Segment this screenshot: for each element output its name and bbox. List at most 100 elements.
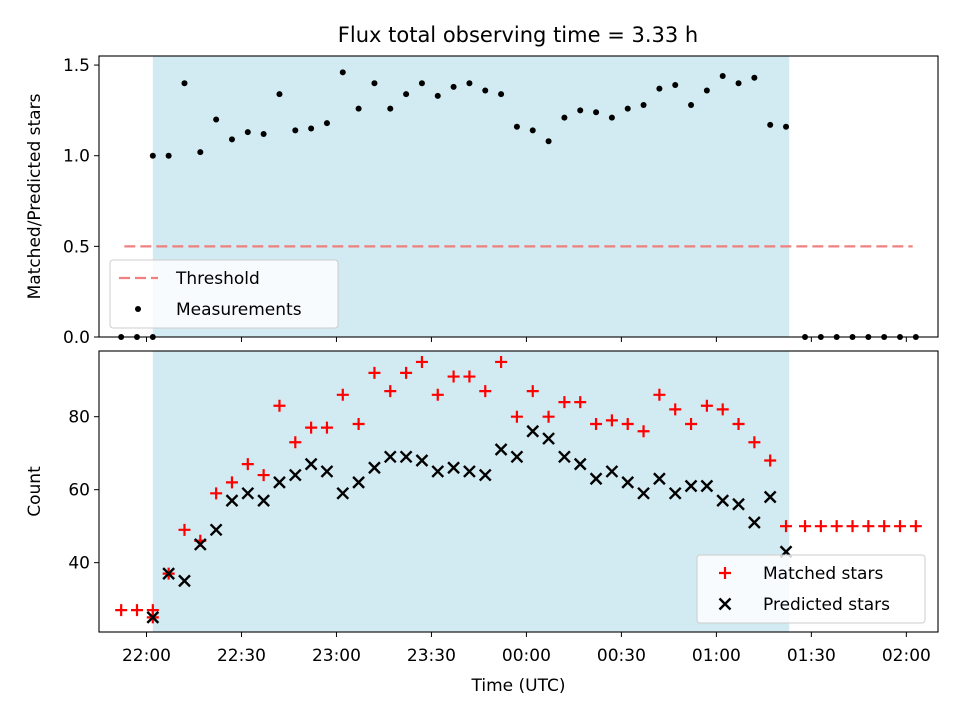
legend-box xyxy=(696,554,926,624)
data-point xyxy=(403,91,410,98)
data-point xyxy=(545,138,552,145)
bottom-panel: 40 60 80 22:00 22:30 23:00 23:30 00:00 00:30 01:0… xyxy=(25,350,939,696)
data-point xyxy=(763,490,777,504)
data-point xyxy=(178,574,191,588)
data-point xyxy=(510,410,523,423)
data-point xyxy=(542,432,555,445)
legend: Threshold Measurements xyxy=(109,259,339,329)
data-point xyxy=(621,417,634,430)
x-tick-label: 22:00 xyxy=(122,646,171,666)
data-point xyxy=(529,127,536,134)
data-point xyxy=(878,520,891,533)
data-point xyxy=(146,611,160,624)
data-point xyxy=(399,450,413,464)
series-measurements xyxy=(118,69,919,340)
data-point xyxy=(383,450,397,464)
data-point xyxy=(764,454,777,467)
data-point xyxy=(447,461,460,475)
x-tick-label: 23:30 xyxy=(407,646,456,666)
data-point xyxy=(292,127,299,134)
data-point xyxy=(669,403,682,416)
data-point xyxy=(558,396,571,409)
data-point xyxy=(846,520,859,533)
data-point xyxy=(624,105,631,112)
x-tick-label: 01:00 xyxy=(692,646,741,666)
data-point xyxy=(637,425,650,438)
data-point xyxy=(608,114,615,121)
data-point xyxy=(181,80,188,87)
data-point xyxy=(305,421,318,434)
data-point xyxy=(323,120,330,127)
observing-span xyxy=(152,351,790,632)
data-point xyxy=(115,604,128,617)
data-point xyxy=(352,417,365,430)
data-point xyxy=(431,388,444,401)
data-point xyxy=(605,414,618,427)
data-point xyxy=(510,450,524,464)
y-tick-label: 80 xyxy=(68,408,90,428)
data-point xyxy=(273,476,286,489)
data-point xyxy=(814,520,827,533)
data-point xyxy=(751,74,758,81)
data-point xyxy=(209,523,223,537)
data-point xyxy=(672,82,679,89)
series-predicted-stars xyxy=(146,424,793,624)
data-point xyxy=(590,417,603,430)
data-point xyxy=(450,83,457,90)
data-point xyxy=(241,486,255,500)
top-panel: 0.0 0.5 1.0 1.5 Matched/Predicted stars Thres… xyxy=(25,55,939,348)
data-point xyxy=(276,91,283,98)
data-point xyxy=(336,388,349,401)
data-point xyxy=(526,424,540,438)
data-point xyxy=(684,479,698,493)
data-point xyxy=(558,450,571,464)
data-point xyxy=(193,538,207,551)
data-point xyxy=(336,486,350,500)
data-point xyxy=(368,461,381,475)
data-point xyxy=(894,520,907,533)
data-point xyxy=(463,465,476,478)
data-point xyxy=(320,465,334,478)
data-point xyxy=(165,152,172,159)
data-point xyxy=(577,107,584,114)
data-point xyxy=(273,399,286,412)
data-point xyxy=(320,421,333,434)
data-point xyxy=(225,494,239,507)
data-point xyxy=(257,469,270,482)
y-axis-label: Matched/Predicted stars xyxy=(25,93,45,299)
data-point xyxy=(384,385,397,398)
legend-swatch xyxy=(718,597,732,611)
chart-title: Flux total observing time = 3.33 h xyxy=(338,23,698,47)
data-point xyxy=(561,114,568,121)
x-tick-label: 23:00 xyxy=(312,646,361,666)
data-point xyxy=(716,403,729,416)
data-point xyxy=(653,388,666,401)
data-point xyxy=(352,476,365,489)
data-point xyxy=(783,123,790,130)
legend-label: Predicted stars xyxy=(763,595,890,615)
x-axis-label: Time (UTC) xyxy=(471,676,566,696)
data-point xyxy=(355,105,362,112)
data-point xyxy=(288,468,302,482)
legend-swatch xyxy=(135,306,141,312)
data-point xyxy=(909,520,922,533)
data-point xyxy=(653,472,666,486)
data-point xyxy=(289,436,302,449)
y-axis-label: Count xyxy=(25,466,45,517)
data-point xyxy=(210,487,223,500)
data-point xyxy=(640,101,647,108)
data-point xyxy=(244,129,251,136)
data-point xyxy=(621,476,635,489)
data-point xyxy=(862,520,875,533)
data-point xyxy=(479,385,492,398)
data-point xyxy=(668,486,682,500)
data-point xyxy=(308,125,315,132)
data-point xyxy=(434,92,441,99)
data-point xyxy=(228,136,235,143)
data-point xyxy=(732,497,745,511)
legend-swatch xyxy=(719,567,731,579)
legend-box xyxy=(109,259,339,329)
data-point xyxy=(197,149,204,156)
data-point xyxy=(463,370,476,383)
data-point xyxy=(830,520,843,533)
